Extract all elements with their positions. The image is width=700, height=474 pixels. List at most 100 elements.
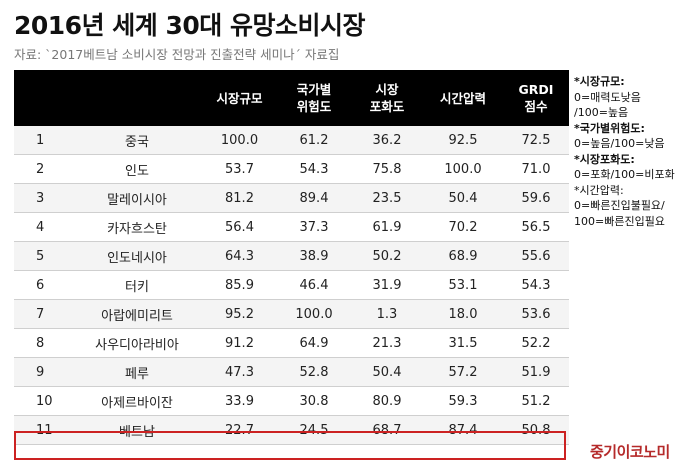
value-cell: 50.4	[351, 357, 423, 387]
rank-cell: 4	[14, 212, 72, 242]
value-cell: 31.9	[351, 270, 423, 300]
column-header: 시장 포화도	[351, 70, 423, 126]
value-cell: 31.5	[423, 328, 503, 358]
value-cell: 18.0	[423, 299, 503, 329]
value-cell: 52.8	[277, 357, 351, 387]
legend-note-line: 100=빠른진입필요	[574, 214, 665, 228]
legend-note-line: *시간압력:	[574, 183, 624, 197]
value-cell: 23.5	[351, 183, 423, 213]
legend-note-line: /100=높음	[574, 106, 629, 119]
rank-cell: 9	[14, 357, 72, 387]
value-cell: 47.3	[202, 357, 277, 387]
value-cell: 37.3	[277, 212, 351, 242]
value-cell: 81.2	[202, 183, 277, 213]
table-row: 4 카자흐스탄 56.4 37.3 61.9 70.2 56.5	[14, 212, 569, 242]
value-cell: 51.9	[503, 357, 569, 387]
country-cell: 중국	[72, 126, 202, 155]
value-cell: 54.3	[277, 154, 351, 184]
table-row: 10 아제르바이잔 33.9 30.8 80.9 59.3 51.2	[14, 386, 569, 416]
country-cell: 말레이시아	[72, 183, 202, 213]
column-header: GRDI 점수	[503, 70, 569, 126]
rank-cell: 5	[14, 241, 72, 271]
value-cell: 95.2	[202, 299, 277, 329]
value-cell: 53.6	[503, 299, 569, 329]
country-cell: 사우디아라비아	[72, 328, 202, 358]
column-header: 국가별 위험도	[277, 70, 351, 126]
value-cell: 75.8	[351, 154, 423, 184]
value-cell: 55.6	[503, 241, 569, 271]
value-cell: 52.2	[503, 328, 569, 358]
table-body: 1 중국 100.0 61.2 36.2 92.5 72.5 2 인도 53.7 54.3 75.8 1…	[14, 126, 569, 445]
value-cell: 24.5	[277, 415, 351, 445]
value-cell: 30.8	[277, 386, 351, 416]
country-cell: 인도	[72, 154, 202, 184]
value-cell: 50.4	[423, 183, 503, 213]
rank-cell: 1	[14, 126, 72, 155]
value-cell: 89.4	[277, 183, 351, 213]
column-header: 시장규모	[202, 70, 277, 126]
value-cell: 100.0	[423, 154, 503, 184]
rank-cell: 6	[14, 270, 72, 300]
table-row: 7 아랍에미리트 95.2 100.0 1.3 18.0 53.6	[14, 299, 569, 329]
table-row: 9 페루 47.3 52.8 50.4 57.2 51.9	[14, 357, 569, 387]
value-cell: 53.7	[202, 154, 277, 184]
value-cell: 70.2	[423, 212, 503, 242]
table-row: 2 인도 53.7 54.3 75.8 100.0 71.0	[14, 154, 569, 184]
table-row: 3 말레이시아 81.2 89.4 23.5 50.4 59.6	[14, 183, 569, 213]
value-cell: 36.2	[351, 126, 423, 155]
legend-note-line: *시장규모:	[574, 75, 625, 88]
value-cell: 53.1	[423, 270, 503, 300]
column-header	[72, 70, 202, 126]
country-cell: 아제르바이잔	[72, 386, 202, 416]
country-cell: 페루	[72, 357, 202, 387]
value-cell: 92.5	[423, 126, 503, 155]
value-cell: 57.2	[423, 357, 503, 387]
market-table: 시장규모 국가별 위험도 시장 포화도 시간압력 GRDI 점수 1 중국 100.0 61.…	[14, 70, 569, 445]
value-cell: 1.3	[351, 299, 423, 329]
table-row: 8 사우디아라비아 91.2 64.9 21.3 31.5 52.2	[14, 328, 569, 358]
country-cell: 베트남	[72, 415, 202, 445]
value-cell: 50.8	[503, 415, 569, 445]
value-cell: 100.0	[202, 126, 277, 155]
value-cell: 72.5	[503, 126, 569, 155]
page-title: 2016년 세계 30대 유망소비시장	[14, 11, 365, 40]
value-cell: 54.3	[503, 270, 569, 300]
country-cell: 인도네시아	[72, 241, 202, 271]
table-row: 11 베트남 22.7 24.5 68.7 87.4 50.8	[14, 415, 569, 445]
legend-note-line: 0=빠른진입불필요/	[574, 199, 665, 212]
value-cell: 64.3	[202, 241, 277, 271]
value-cell: 21.3	[351, 328, 423, 358]
value-cell: 33.9	[202, 386, 277, 416]
rank-cell: 2	[14, 154, 72, 184]
value-cell: 50.2	[351, 241, 423, 271]
value-cell: 68.7	[351, 415, 423, 445]
table-row: 5 인도네시아 64.3 38.9 50.2 68.9 55.6	[14, 241, 569, 271]
legend-note-line: *국가별위험도:	[574, 121, 645, 135]
rank-cell: 10	[14, 386, 72, 416]
value-cell: 91.2	[202, 328, 277, 358]
table-row: 6 터키 85.9 46.4 31.9 53.1 54.3	[14, 270, 569, 300]
value-cell: 46.4	[277, 270, 351, 300]
table-header-row: 시장규모 국가별 위험도 시장 포화도 시간압력 GRDI 점수	[14, 70, 569, 126]
legend-note-line: 0=높음/100=낮음	[574, 137, 665, 150]
value-cell: 87.4	[423, 415, 503, 445]
value-cell: 85.9	[202, 270, 277, 300]
value-cell: 80.9	[351, 386, 423, 416]
legend-note-line: 0=매력도낮음	[574, 90, 641, 104]
rank-cell: 7	[14, 299, 72, 329]
value-cell: 61.2	[277, 126, 351, 155]
value-cell: 100.0	[277, 299, 351, 329]
value-cell: 61.9	[351, 212, 423, 242]
legend-note-line: *시장포화도:	[574, 152, 635, 166]
publisher-logo: 중기이코노미	[590, 443, 670, 461]
country-cell: 카자흐스탄	[72, 212, 202, 242]
country-cell: 아랍에미리트	[72, 299, 202, 329]
value-cell: 59.6	[503, 183, 569, 213]
value-cell: 22.7	[202, 415, 277, 445]
column-header	[14, 70, 72, 126]
legend-note-line: 0=포화/100=비포화	[574, 168, 675, 181]
rank-cell: 11	[14, 415, 72, 445]
legend-notes: *시장규모: 0=매력도낮음/100=높음 *국가별위험도: 0=높음/100=낮음 *…	[574, 74, 698, 229]
value-cell: 64.9	[277, 328, 351, 358]
table-row: 1 중국 100.0 61.2 36.2 92.5 72.5	[14, 126, 569, 155]
